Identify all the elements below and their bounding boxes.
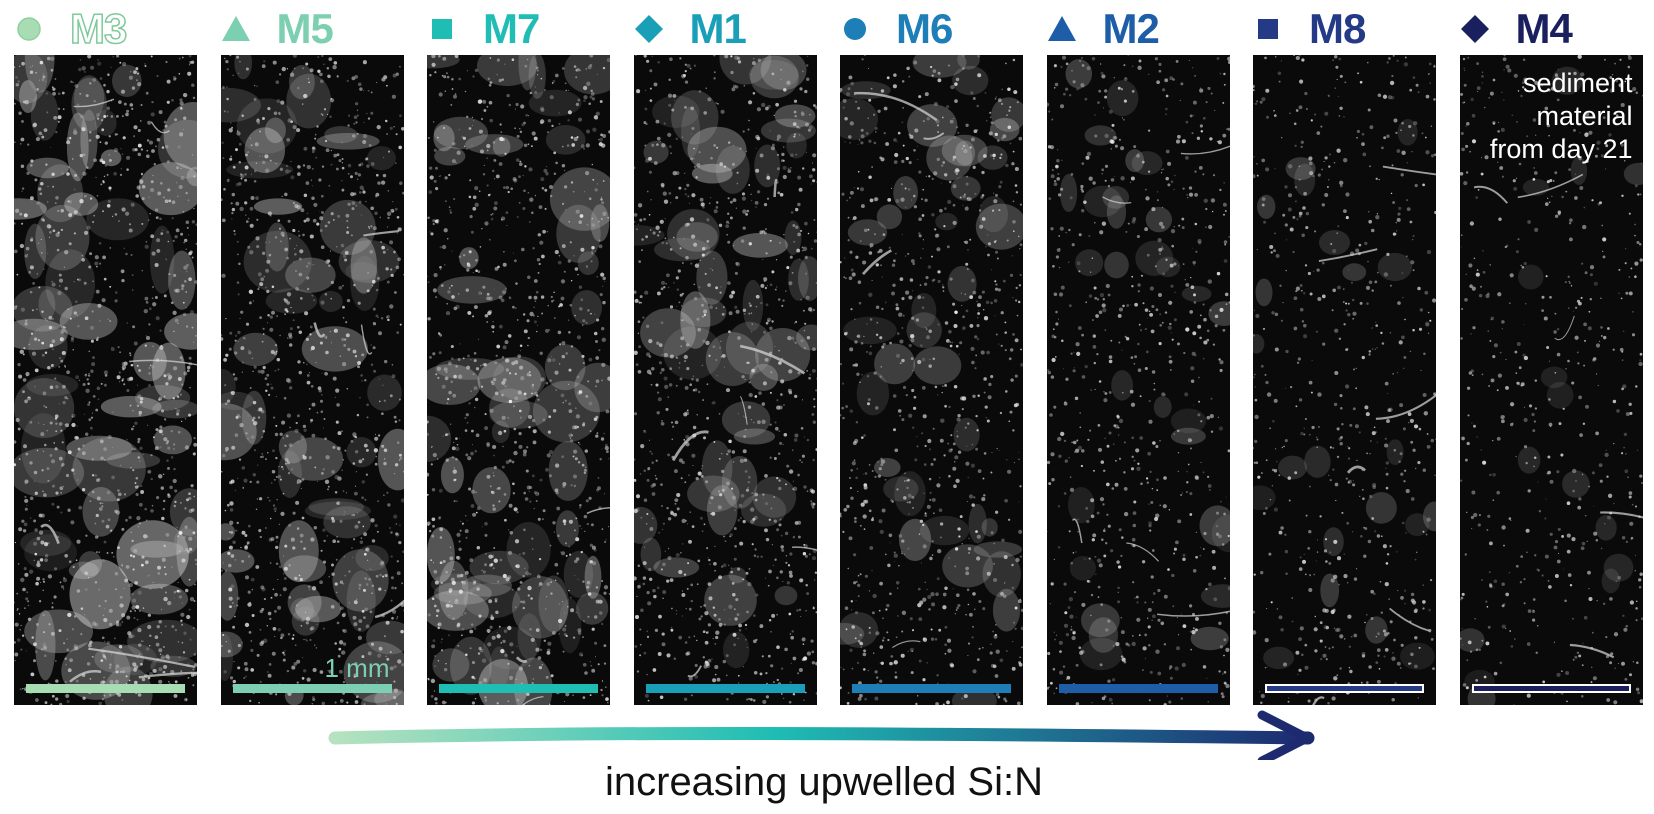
scale-bar <box>439 684 598 693</box>
panel-header-m1: M1 <box>632 6 819 52</box>
micrograph-panel-m2 <box>1046 55 1230 705</box>
micrograph-panel-m1 <box>633 55 817 705</box>
micrograph-image <box>220 55 404 705</box>
panel-label: M5 <box>276 5 334 52</box>
panel-header-m8: M8 <box>1251 6 1438 52</box>
square-marker-icon <box>432 19 452 39</box>
micrograph-panel-m5: 1 mm <box>220 55 404 705</box>
scale-bar <box>26 684 185 693</box>
scale-bar <box>1058 684 1218 693</box>
panel-label: M3 <box>69 5 128 53</box>
panel-note-line: sediment <box>1522 68 1633 98</box>
triangle-marker-icon <box>221 16 250 41</box>
gradient-arrow-icon <box>328 710 1315 766</box>
panel-label: M6 <box>896 5 953 52</box>
micrograph-panel-m3 <box>14 55 197 705</box>
panel-label: M8 <box>1309 5 1366 52</box>
micrograph-image <box>1046 55 1230 705</box>
micrograph-image <box>1253 55 1436 705</box>
micrograph-image <box>633 55 817 704</box>
panel-note-line: material <box>1536 101 1633 131</box>
panel-header-m5: M5 <box>219 6 406 52</box>
circle-marker-icon <box>844 18 866 40</box>
gradient-arrow <box>0 700 1654 766</box>
diamond-marker-icon <box>634 15 663 43</box>
micrograph-image <box>427 55 610 705</box>
panel-note-line: from day 21 <box>1489 134 1633 164</box>
panel-header-m7: M7 <box>425 6 612 52</box>
micrograph-image <box>1459 55 1643 705</box>
micrograph-panel-m6 <box>840 55 1023 705</box>
scale-bar <box>1265 684 1424 693</box>
scale-bar <box>645 684 805 693</box>
micrograph-panel-m4: sediment material from day 21 <box>1459 55 1643 705</box>
micrograph-panel-m7 <box>427 55 610 705</box>
circle-marker-icon <box>17 17 41 41</box>
panel-label: M4 <box>1515 5 1573 52</box>
panel-header-m3: M3 <box>12 5 199 53</box>
scale-bar <box>852 684 1011 693</box>
scale-bar-label: 1 mm <box>324 653 390 683</box>
panel-label: M2 <box>1102 5 1160 52</box>
scale-bar <box>1471 684 1631 693</box>
axis-caption: increasing upwelled Si:N <box>0 758 1654 806</box>
triangle-marker-icon <box>1047 16 1076 41</box>
panel-label: M7 <box>483 5 540 52</box>
panel-header-m4: M4 <box>1458 6 1645 52</box>
panel-label: M1 <box>689 5 747 52</box>
micrograph-image <box>840 55 1023 705</box>
panel-header-m6: M6 <box>838 6 1025 52</box>
scale-bar <box>232 684 392 693</box>
panel-note: sediment material from day 21 <box>1460 67 1633 166</box>
axis-caption-text: increasing upwelled Si:N <box>604 760 1043 804</box>
sample-panels: M3 M5 1 mm M7 M1 M6 M2 M8 M4 sediment material from… <box>12 5 1645 705</box>
diamond-marker-icon <box>1460 15 1489 43</box>
square-marker-icon <box>1258 19 1278 39</box>
panel-header-m2: M2 <box>1045 6 1232 52</box>
micrograph-panel-m8 <box>1253 55 1436 705</box>
micrograph-image <box>14 55 197 705</box>
